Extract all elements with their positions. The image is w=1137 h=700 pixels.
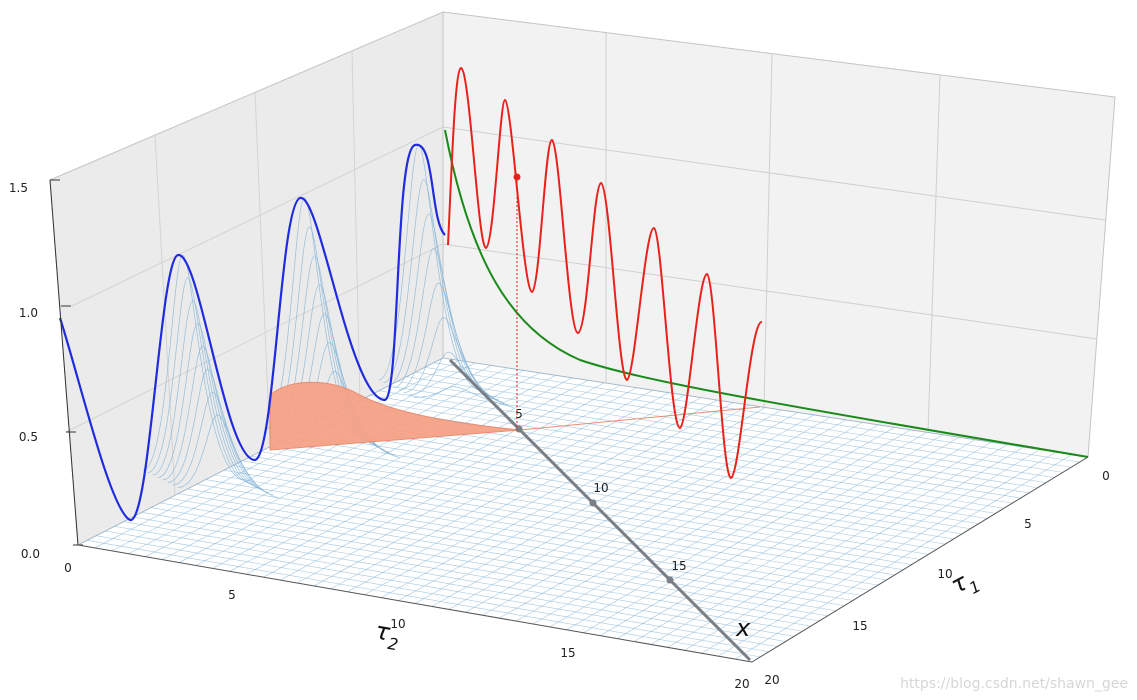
floor-gridline (260, 451, 921, 560)
floor-gridline (223, 469, 887, 581)
surface-wire (162, 346, 263, 491)
floor-gridline (633, 439, 976, 642)
surface-wire (264, 197, 365, 441)
floor-gridline (87, 540, 761, 658)
floor-mesh (77, 357, 1089, 663)
surface-wire (147, 277, 248, 483)
floor-gridline (499, 419, 847, 619)
floor-gridline (105, 530, 778, 647)
tau2-label: τ2 (372, 617, 402, 655)
decay-curve-green (444, 129, 1089, 458)
floor-gridline (205, 479, 870, 591)
floor-gridline (600, 434, 944, 636)
x-diagonal-ticks (515, 425, 674, 584)
x-diagonal-axis (448, 358, 752, 662)
floor-gridline (150, 507, 820, 622)
tau1-tick-2: 10 (937, 567, 952, 581)
shaded-slice (269, 381, 761, 451)
floor-gridline (734, 454, 1073, 660)
floor-gridline (123, 521, 795, 637)
tau1-tick-0: 0 (1102, 469, 1110, 483)
tau2-tick-0: 0 (64, 561, 72, 575)
watermark: https://blog.csdn.net/shawn_gee (900, 676, 1128, 692)
edge-curve-blue (58, 143, 446, 522)
surface-wire (152, 300, 253, 486)
floor-gridline (465, 414, 815, 613)
surface-wire (383, 179, 484, 393)
red-oscillation (447, 66, 763, 480)
z-tick-1: 0.5 (19, 430, 38, 444)
floor-gridline (114, 526, 786, 642)
left-gridlines (65, 51, 444, 496)
red-marker (513, 173, 521, 181)
floor-gridline (482, 417, 831, 616)
surface-wire (413, 386, 514, 408)
tau2-axis (77, 544, 753, 663)
floor-gridline (617, 436, 960, 639)
back-pane (442, 11, 1116, 458)
floor-gridline (718, 451, 1056, 657)
x-diag-tick-15: 15 (671, 559, 686, 573)
tau2-tick-1: 5 (228, 588, 236, 602)
tau1-tick-4: 20 (764, 673, 779, 687)
floor-gridline (141, 511, 811, 627)
floor-gridline (701, 449, 1040, 654)
x-diag-tick-10: 10 (593, 481, 608, 495)
floor-gridline (178, 493, 845, 606)
floor-gridline (160, 502, 828, 617)
floor-gridline (515, 422, 863, 622)
floor-gridline (667, 444, 1008, 648)
floor-gridline (532, 424, 879, 625)
tau2-tick-3: 15 (560, 646, 575, 660)
floor-gridline (196, 483, 862, 596)
surface-wire (142, 254, 243, 481)
surface-wire (393, 248, 494, 398)
surface-wire (172, 391, 273, 496)
tau2-tick-2: 10 (390, 617, 405, 631)
floor-gridline (566, 429, 911, 631)
floor-gridline (169, 497, 837, 612)
floor-gridline (251, 455, 912, 565)
surface-wire (167, 368, 268, 493)
floor-gridline (549, 427, 895, 628)
x-diag-label: x (735, 614, 751, 642)
tau1-tick-1: 5 (1024, 517, 1032, 531)
floor-gridline (684, 446, 1024, 651)
surface-wire (403, 317, 504, 403)
floor-gridline (187, 488, 853, 601)
z-tick-0: 0.0 (21, 547, 40, 561)
left-pane (49, 11, 444, 546)
floor-gridline (214, 474, 879, 586)
floor-gridline (132, 516, 803, 632)
tau1-axis (751, 456, 1089, 663)
floor-gridline (96, 535, 769, 653)
x-diag-tick-5: 5 (515, 407, 523, 421)
z-tick-2: 1.0 (19, 306, 38, 320)
tau2-tick-4: 20 (734, 677, 749, 691)
floor-gridline (233, 465, 895, 576)
surface-wire (177, 414, 278, 498)
surface-wire (157, 323, 258, 488)
floor-gridline (650, 441, 992, 645)
floor-gridline (242, 460, 904, 571)
tau1-tick-3: 15 (852, 619, 867, 633)
floor-gridline (583, 431, 927, 634)
surface-wire (398, 282, 499, 401)
z-tick-3: 1.5 (9, 181, 28, 195)
